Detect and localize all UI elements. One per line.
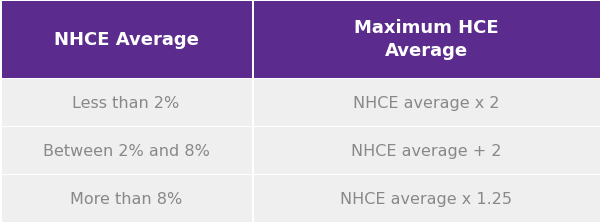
- Text: Between 2% and 8%: Between 2% and 8%: [43, 144, 209, 159]
- Text: Less than 2%: Less than 2%: [73, 96, 179, 111]
- Text: NHCE Average: NHCE Average: [53, 31, 199, 49]
- Bar: [254, 79, 600, 126]
- Bar: [2, 1, 252, 78]
- Bar: [254, 175, 600, 222]
- Bar: [2, 79, 252, 126]
- Bar: [2, 127, 252, 174]
- Text: More than 8%: More than 8%: [70, 192, 182, 206]
- Text: NHCE average + 2: NHCE average + 2: [351, 144, 501, 159]
- Bar: [254, 127, 600, 174]
- Bar: [2, 175, 252, 222]
- Text: NHCE average x 1.25: NHCE average x 1.25: [340, 192, 512, 206]
- Text: NHCE average x 2: NHCE average x 2: [353, 96, 499, 111]
- Text: Maximum HCE
Average: Maximum HCE Average: [353, 19, 499, 60]
- Bar: [254, 1, 600, 78]
